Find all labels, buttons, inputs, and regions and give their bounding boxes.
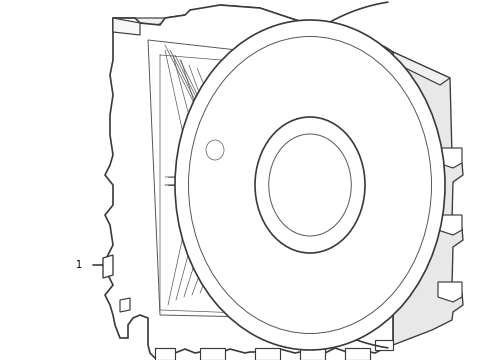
- Ellipse shape: [269, 134, 351, 236]
- Ellipse shape: [206, 140, 224, 160]
- Polygon shape: [200, 348, 225, 360]
- Polygon shape: [188, 233, 267, 259]
- Ellipse shape: [175, 20, 445, 350]
- Polygon shape: [120, 298, 130, 312]
- Polygon shape: [155, 348, 175, 360]
- Polygon shape: [363, 219, 403, 312]
- Polygon shape: [217, 58, 258, 152]
- Polygon shape: [103, 5, 393, 358]
- Polygon shape: [183, 136, 248, 199]
- Polygon shape: [280, 28, 310, 116]
- Polygon shape: [113, 18, 140, 35]
- Polygon shape: [372, 171, 437, 233]
- Polygon shape: [235, 260, 302, 326]
- Text: 1: 1: [76, 260, 82, 270]
- Polygon shape: [318, 44, 385, 110]
- Polygon shape: [255, 348, 280, 360]
- Polygon shape: [438, 282, 462, 302]
- Polygon shape: [113, 5, 450, 85]
- Polygon shape: [345, 348, 370, 360]
- Polygon shape: [310, 254, 341, 342]
- Polygon shape: [300, 348, 325, 360]
- Polygon shape: [393, 52, 463, 345]
- Polygon shape: [103, 255, 113, 278]
- Polygon shape: [438, 215, 462, 235]
- Ellipse shape: [255, 117, 365, 253]
- Polygon shape: [375, 340, 393, 350]
- Polygon shape: [438, 148, 462, 168]
- Polygon shape: [353, 111, 432, 137]
